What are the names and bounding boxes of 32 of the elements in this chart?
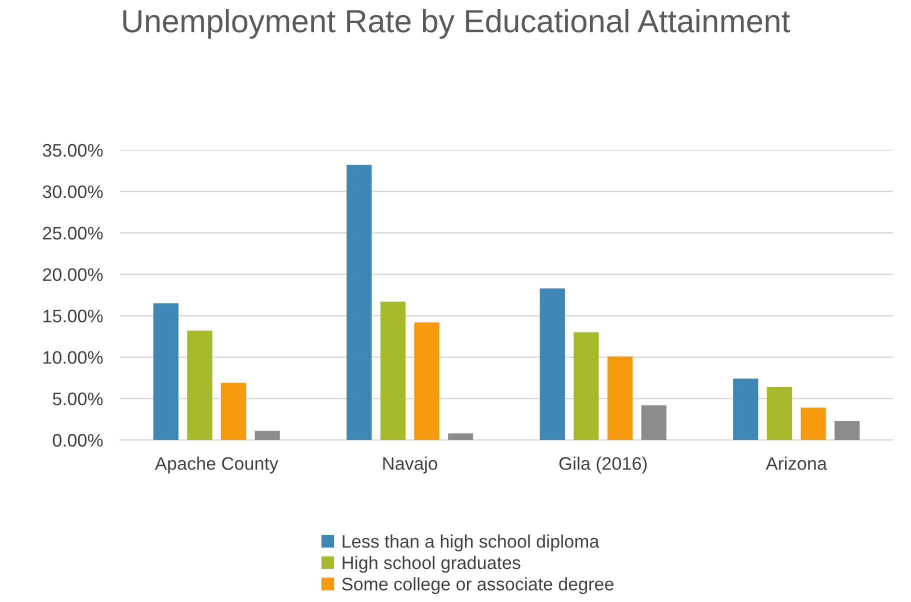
bar xyxy=(540,288,565,440)
bar xyxy=(414,322,440,440)
x-tick-label: Arizona xyxy=(766,456,827,470)
y-tick-label: 20.00% xyxy=(43,268,103,282)
bar xyxy=(834,420,860,440)
bar xyxy=(448,433,474,440)
y-tick-label: 0.00% xyxy=(52,434,103,447)
chart-title: Unemployment Rate by Educational Attainment xyxy=(123,9,790,39)
bar xyxy=(346,164,372,440)
bar xyxy=(574,332,599,440)
bar xyxy=(733,378,758,440)
bar xyxy=(607,356,633,440)
legend-label: High school graduates xyxy=(342,556,520,573)
x-tick-label: Gila (2016) xyxy=(559,456,647,474)
bar xyxy=(220,382,246,440)
y-tick-label: 5.00% xyxy=(52,392,103,406)
x-tick-label: Apache County xyxy=(154,456,278,474)
x-tick-label: Navajo xyxy=(383,456,438,474)
bar xyxy=(766,386,792,440)
bar xyxy=(380,302,406,440)
legend-label: Less than a high school diploma xyxy=(342,534,600,552)
legend-label: Some college or associate degree xyxy=(342,577,614,594)
y-tick-label: 30.00% xyxy=(42,185,103,198)
bar xyxy=(187,330,212,440)
bar xyxy=(254,430,280,440)
y-tick-label: 25.00% xyxy=(43,226,103,240)
bar xyxy=(800,408,826,440)
bar xyxy=(153,303,178,440)
bar xyxy=(641,405,666,440)
y-tick-label: 15.00% xyxy=(43,310,103,322)
y-tick-label: 10.00% xyxy=(43,351,103,364)
y-tick-label: 35.00% xyxy=(42,144,103,157)
